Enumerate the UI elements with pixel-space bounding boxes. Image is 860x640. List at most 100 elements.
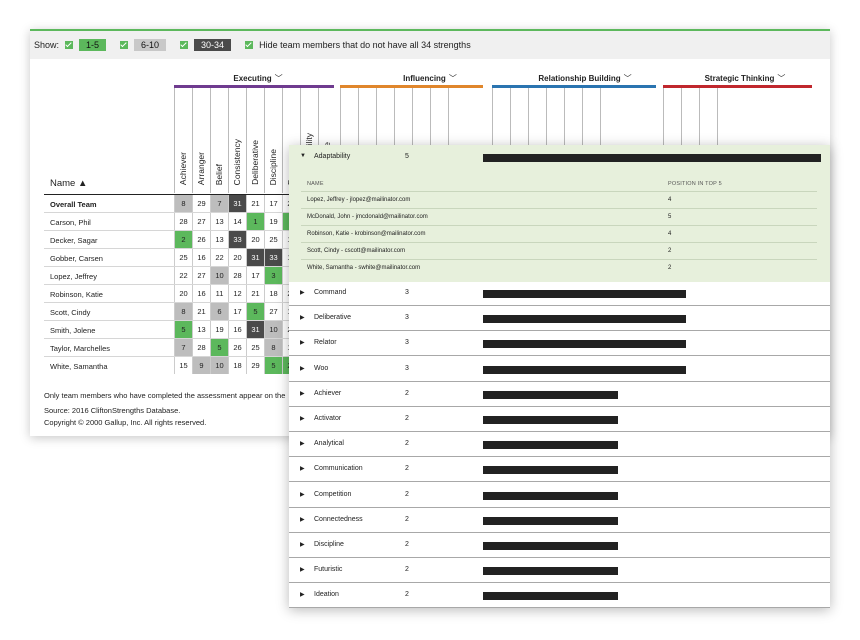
rank-cell: 28 bbox=[228, 267, 246, 284]
member-name-email: Robinson, Katie - krobinson@mailinator.c… bbox=[307, 231, 426, 237]
strength-column-header[interactable]: bility bbox=[492, 88, 510, 193]
strength-column-header[interactable]: Focus bbox=[282, 88, 300, 193]
rank-cell: 25 bbox=[174, 249, 192, 266]
strength-column-header[interactable]: y bbox=[564, 88, 582, 193]
rank-cell: 10 bbox=[210, 267, 228, 284]
member-name: Lopez, Jeffrey bbox=[50, 272, 97, 281]
checkbox-range-1-5[interactable] bbox=[65, 41, 74, 49]
member-name-email: McDonald, John - jmcdonald@mailinator.co… bbox=[307, 214, 428, 220]
member-row: Robinson, Katie - krobinson@mailinator.c… bbox=[301, 225, 817, 242]
member-name: Overall Team bbox=[50, 200, 97, 209]
strength-column-header[interactable]: alization bbox=[582, 88, 600, 193]
strength-column-header[interactable]: tedness bbox=[510, 88, 528, 193]
strength-column-header[interactable]: Deliberative bbox=[246, 88, 264, 193]
triangle-right-icon: ▶ bbox=[300, 340, 305, 347]
range-badge-30-34[interactable]: 30-34 bbox=[194, 39, 232, 51]
strength-column-label: Discipline bbox=[268, 148, 278, 185]
checkbox-hide-incomplete[interactable] bbox=[245, 41, 254, 49]
table-row[interactable]: Lopez, Jeffrey222710281731 bbox=[44, 266, 334, 284]
strength-column-header[interactable]: ition bbox=[394, 88, 412, 193]
theme-row-achiever[interactable]: ▶ Achiever 2 bbox=[289, 382, 830, 407]
range-badge-1-5[interactable]: 1-5 bbox=[79, 39, 107, 51]
theme-count: 3 bbox=[405, 314, 409, 322]
theme-count: 2 bbox=[405, 566, 409, 574]
strength-column-header[interactable]: y bbox=[546, 88, 564, 193]
domain-strategic-thinking[interactable]: Strategic Thinking ﹀ bbox=[704, 74, 786, 83]
table-row[interactable]: Overall Team829731211722 bbox=[44, 194, 334, 212]
rank-cell: 7 bbox=[210, 195, 228, 212]
strength-column-header[interactable]: Consistency bbox=[228, 88, 246, 193]
strength-column-header[interactable]: Restorative bbox=[318, 88, 336, 193]
theme-name: Command bbox=[314, 289, 347, 296]
rank-cell: 8 bbox=[174, 303, 192, 320]
rank-cell: 17 bbox=[264, 195, 282, 212]
rank-cell: 31 bbox=[228, 195, 246, 212]
domain-relationship-building[interactable]: Relationship Building ﹀ bbox=[538, 74, 632, 83]
strength-column-header[interactable]: Responsibility bbox=[300, 88, 318, 193]
theme-row-competition[interactable]: ▶ Competition 2 bbox=[289, 483, 830, 508]
strength-column-header[interactable]: al bbox=[663, 88, 681, 193]
theme-name: Communication bbox=[314, 465, 363, 473]
table-row[interactable]: Smith, Jolene5131916311024 bbox=[44, 320, 334, 338]
rank-cell: 6 bbox=[210, 303, 228, 320]
strength-column-label: Deliberative bbox=[250, 140, 260, 185]
theme-row-adaptability[interactable]: ▼ Adaptability 5 bbox=[289, 145, 830, 170]
checkbox-range-6-10[interactable] bbox=[120, 41, 129, 49]
theme-row-analytical[interactable]: ▶ Analytical 2 bbox=[289, 432, 830, 458]
strength-column-header[interactable]: r bbox=[340, 88, 358, 193]
rank-cell: 14 bbox=[228, 213, 246, 230]
range-badge-6-10[interactable]: 6-10 bbox=[134, 39, 167, 51]
domain-executing[interactable]: Executing ﹀ bbox=[233, 74, 283, 83]
theme-row-connectedness[interactable]: ▶ Connectedness 2 bbox=[289, 508, 830, 533]
theme-row-command[interactable]: ▶ Command 3 bbox=[289, 281, 830, 306]
filter-bar: Show: 1-5 6-10 30-34 Hide team members t… bbox=[30, 31, 830, 59]
rank-cell: 17 bbox=[246, 267, 264, 284]
theme-row-futuristic[interactable]: ▶ Futuristic 2 bbox=[289, 558, 830, 584]
triangle-right-icon: ▶ bbox=[300, 416, 305, 422]
strength-column-header[interactable]: Achiever bbox=[174, 88, 192, 193]
theme-row-communication[interactable]: ▶ Communication 2 bbox=[289, 457, 830, 483]
member-name: Decker, Sagar bbox=[50, 236, 98, 245]
strength-column-header[interactable]: nd bbox=[358, 88, 376, 193]
rank-cell: 27 bbox=[192, 213, 210, 230]
member-name: Robinson, Katie bbox=[50, 290, 103, 299]
rank-cell: 20 bbox=[174, 285, 192, 302]
checkbox-range-30-34[interactable] bbox=[180, 41, 189, 49]
member-position: 4 bbox=[668, 231, 672, 237]
strength-column-header[interactable]: er bbox=[528, 88, 546, 193]
rank-cell: 13 bbox=[192, 321, 210, 338]
table-row[interactable]: Scott, Cindy82161752718 bbox=[44, 302, 334, 320]
rank-cell: 22 bbox=[174, 267, 192, 284]
theme-row-discipline[interactable]: ▶ Discipline 2 bbox=[289, 533, 830, 558]
strength-column-header[interactable]: nication bbox=[376, 88, 394, 193]
theme-count: 2 bbox=[405, 541, 409, 548]
rank-cell: 21 bbox=[192, 303, 210, 320]
rank-cell: 19 bbox=[264, 213, 282, 230]
name-column-header[interactable]: Name ▲ bbox=[50, 178, 88, 189]
theme-count-bar bbox=[483, 592, 618, 601]
triangle-right-icon: ▶ bbox=[300, 516, 305, 523]
strength-column-header[interactable]: y bbox=[600, 88, 618, 193]
strength-column-header[interactable]: Belief bbox=[210, 88, 228, 193]
rank-cell: 31 bbox=[246, 249, 264, 266]
theme-row-relator[interactable]: ▶ Relator 3 bbox=[289, 331, 830, 357]
domain-influencing[interactable]: Influencing ﹀ bbox=[403, 74, 457, 83]
strength-column-header[interactable]: Arranger bbox=[192, 88, 210, 193]
theme-row-activator[interactable]: ▶ Activator 2 bbox=[289, 407, 830, 432]
strength-column-header[interactable]: o bbox=[681, 88, 699, 193]
strength-column-header[interactable]: ion bbox=[699, 88, 717, 193]
theme-row-deliberative[interactable]: ▶ Deliberative 3 bbox=[289, 306, 830, 332]
strength-column-header[interactable]: Discipline bbox=[264, 88, 282, 193]
strength-column-header[interactable]: c bbox=[717, 88, 735, 193]
rank-cell: 5 bbox=[264, 357, 282, 374]
strength-column-header[interactable]: ance bbox=[448, 88, 466, 193]
theme-row-woo[interactable]: ▶ Woo 3 bbox=[289, 357, 830, 382]
strength-column-header[interactable]: surance bbox=[430, 88, 448, 193]
chevron-down-icon: ﹀ bbox=[448, 74, 457, 83]
rank-cell: 17 bbox=[228, 303, 246, 320]
table-row[interactable]: Taylor, Marchelles72852625810 bbox=[44, 338, 334, 356]
theme-row-ideation[interactable]: ▶ Ideation 2 bbox=[289, 583, 830, 608]
rank-cell: 10 bbox=[264, 321, 282, 338]
domain-bar-relationship bbox=[492, 85, 656, 88]
strength-column-header[interactable]: er bbox=[412, 88, 430, 193]
